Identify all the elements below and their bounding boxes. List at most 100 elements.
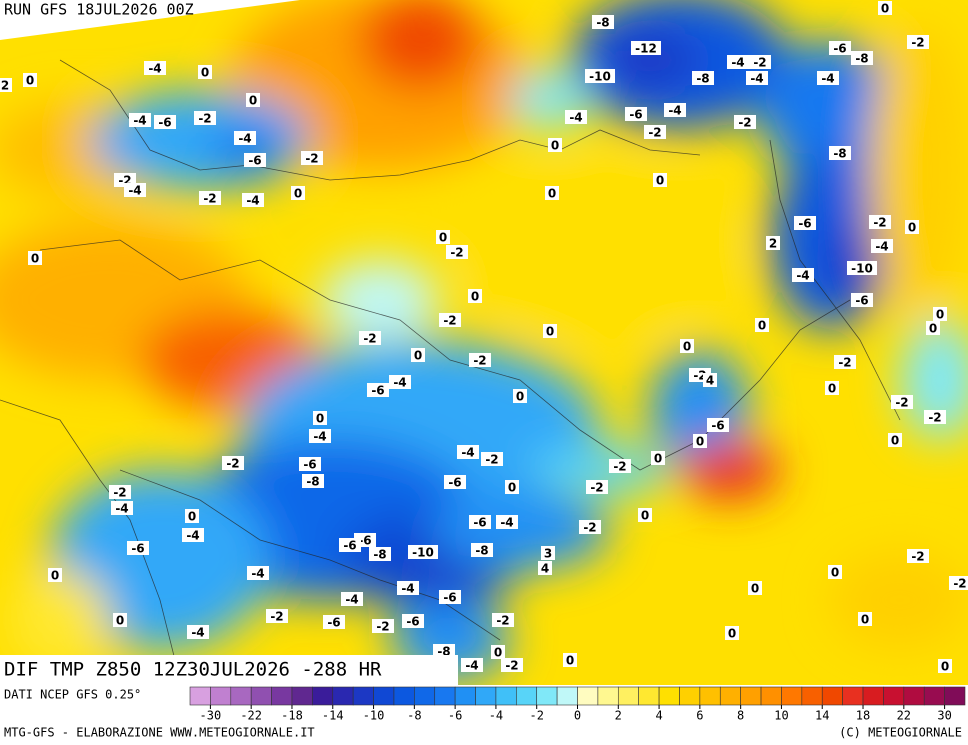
colorbar-swatch xyxy=(617,686,639,706)
contour-label-box xyxy=(563,653,577,667)
contour-label: -2 xyxy=(443,314,456,328)
contour-label-box xyxy=(127,541,149,555)
contour-label-box xyxy=(469,353,491,367)
contour-label: -2 xyxy=(505,659,518,673)
contour-label-box xyxy=(905,220,919,234)
contour-label: -10 xyxy=(851,262,873,276)
contour-label-box xyxy=(851,293,873,307)
colorbar-swatch xyxy=(291,686,313,706)
contour-label: 0 xyxy=(696,435,704,449)
contour-label: -2 xyxy=(648,126,661,140)
field-blob xyxy=(900,320,968,440)
field-blob xyxy=(360,0,480,90)
contour-label-box xyxy=(469,515,491,529)
contour-label-box xyxy=(545,186,559,200)
contour-label: -4 xyxy=(821,72,834,86)
contour-label-box xyxy=(834,355,856,369)
contour-label: 0 xyxy=(941,660,949,674)
contour-label-box xyxy=(609,459,631,473)
contour-label: -4 xyxy=(500,516,513,530)
contour-label-box xyxy=(592,15,614,29)
contour-label: -2 xyxy=(590,481,603,495)
contour-label-box xyxy=(586,480,608,494)
colorbar-swatch xyxy=(842,686,864,706)
contour-label: -4 xyxy=(133,114,146,128)
title-box xyxy=(0,655,458,685)
contour-label-box xyxy=(194,111,216,125)
contour-label: 0 xyxy=(439,231,447,245)
contour-label-box xyxy=(825,381,839,395)
contour-label: 0 xyxy=(908,221,916,235)
field-blob xyxy=(830,550,968,650)
footer-left: MTG-GFS - ELABORAZIONE WWW.METEOGIORNALE… xyxy=(4,726,315,740)
contour-label-box xyxy=(858,612,872,626)
field-blob xyxy=(320,260,440,340)
colorbar-tick-label: -2 xyxy=(529,709,543,723)
colorbar-swatch xyxy=(393,686,415,706)
contour-label-box xyxy=(888,433,902,447)
colorbar-swatch xyxy=(903,686,925,706)
contour-label-box xyxy=(461,658,483,672)
colorbar-tick-label: -18 xyxy=(281,709,303,723)
contour-label: -4 xyxy=(148,62,161,76)
colorbar-tick-label: 14 xyxy=(815,709,829,723)
colorbar-tick-label: 8 xyxy=(737,709,744,723)
colorbar-swatch xyxy=(250,686,272,706)
contour-label-box xyxy=(496,515,518,529)
contour-label: -4 xyxy=(246,194,259,208)
contour-label: -2 xyxy=(473,354,486,368)
contour-label-box xyxy=(727,55,749,69)
field-blob xyxy=(600,30,700,90)
contour-label: -2 xyxy=(753,56,766,70)
contour-label: -2 xyxy=(838,356,851,370)
contour-label: -6 xyxy=(131,542,144,556)
contour-label: 2 xyxy=(769,237,777,251)
colorbar-swatch xyxy=(944,686,966,706)
colorbar-swatch xyxy=(210,686,232,706)
contour-label: -2 xyxy=(496,614,509,628)
contour-label-box xyxy=(907,549,929,563)
contour-label: -6 xyxy=(343,539,356,553)
colorbar-tick-label: -14 xyxy=(322,709,344,723)
contour-label: -2 xyxy=(911,36,924,50)
contour-label: 0 xyxy=(758,319,766,333)
contour-label: -2 xyxy=(911,550,924,564)
contour-label: -4 xyxy=(401,582,414,596)
colorbar-swatch xyxy=(332,686,354,706)
contour-label: -4 xyxy=(875,240,888,254)
contour-label: -4 xyxy=(465,659,478,673)
contour-label: 0 xyxy=(31,252,39,266)
contour-label: -6 xyxy=(358,534,371,548)
contour-label: -4 xyxy=(569,111,582,125)
colorbar-swatch xyxy=(638,686,660,706)
contour-label: -4 xyxy=(313,430,326,444)
contour-label: -4 xyxy=(186,529,199,543)
contour-label: 0 xyxy=(881,2,889,16)
contour-label-box xyxy=(651,451,665,465)
footer-right: (C) METEOGIORNALE xyxy=(839,726,962,740)
contour-label: 0 xyxy=(566,654,574,668)
contour-label: 0 xyxy=(551,139,559,153)
contour-label-box xyxy=(949,576,968,590)
contour-label-box xyxy=(707,418,729,432)
contour-label: -8 xyxy=(596,16,609,30)
contour-label-box xyxy=(792,268,814,282)
contour-label: -2 xyxy=(953,577,966,591)
contour-label-box xyxy=(541,546,555,560)
contour-label-box xyxy=(291,186,305,200)
contour-label: -6 xyxy=(798,217,811,231)
contour-label-box xyxy=(199,191,221,205)
contour-label-box xyxy=(113,613,127,627)
colorbar-swatch xyxy=(556,686,578,706)
map-edge xyxy=(0,0,300,40)
contour-label: -2 xyxy=(198,112,211,126)
contour-label-box xyxy=(301,151,323,165)
contour-label: -8 xyxy=(855,52,868,66)
colorbar-swatch xyxy=(577,686,599,706)
colorbar-swatch xyxy=(699,686,721,706)
contour-label: -2 xyxy=(363,332,376,346)
contour-label: 0 xyxy=(656,174,664,188)
contour-label: -4 xyxy=(238,132,251,146)
contour-label: -8 xyxy=(373,548,386,562)
